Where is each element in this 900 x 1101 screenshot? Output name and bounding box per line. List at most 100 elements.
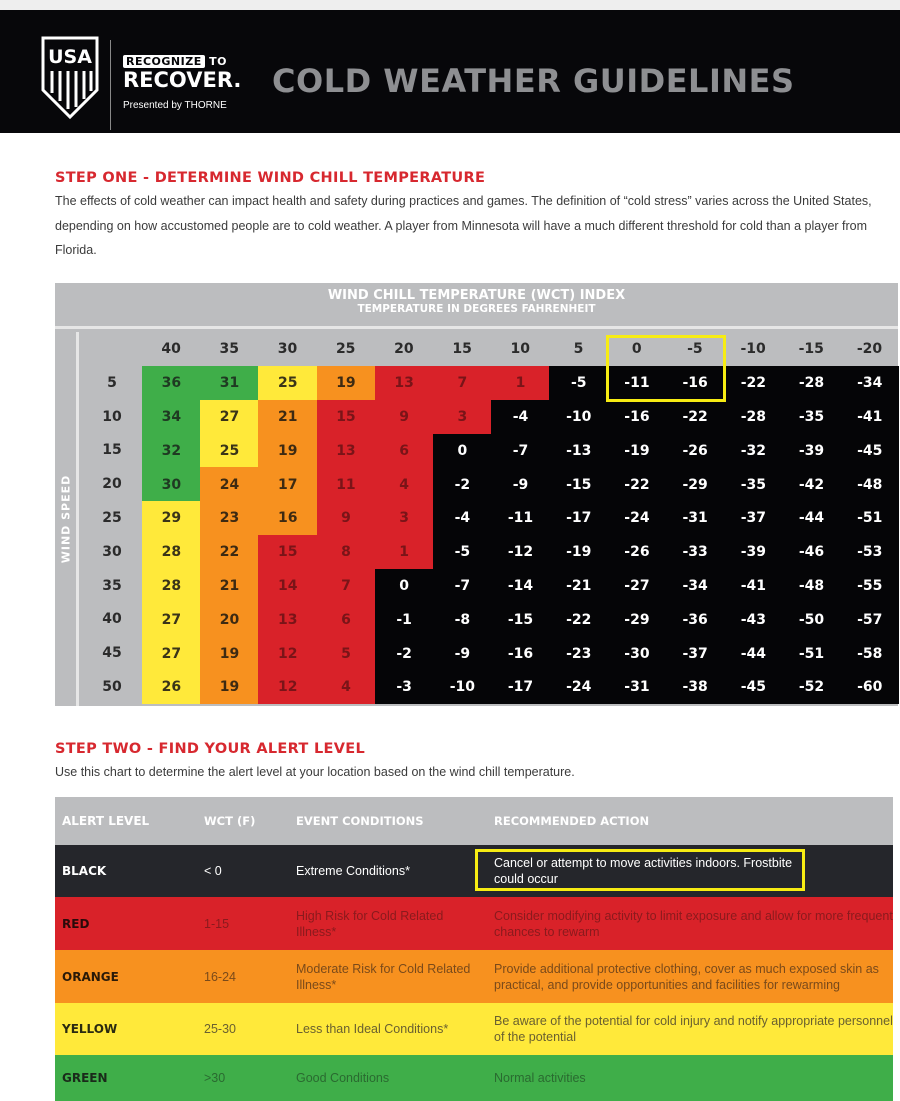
wind-chill-cell: -45 <box>840 433 900 468</box>
alert-wct: 1-15 <box>204 916 230 931</box>
wind-chill-cell: 15 <box>316 399 376 435</box>
wind-chill-cell: -33 <box>665 535 725 570</box>
wind-chill-cell: -4 <box>433 501 492 536</box>
alert-conditions: Extreme Conditions* <box>296 864 410 878</box>
step-one-heading: STEP ONE - DETERMINE WIND CHILL TEMPERAT… <box>55 170 486 186</box>
column-header: ALERT LEVEL <box>62 814 150 828</box>
alert-conditions: Good Conditions <box>296 1071 390 1085</box>
wind-chill-cell: -22 <box>607 467 667 502</box>
wind-chill-cell: 17 <box>258 467 318 502</box>
wind-chill-cell: 6 <box>316 602 376 637</box>
alert-conditions: Moderate Risk for Cold Related Illness* <box>296 961 471 992</box>
temperature-column-header: 40 <box>161 341 181 357</box>
alert-level: ORANGE <box>62 969 119 984</box>
wind-chill-cell: -21 <box>549 568 609 604</box>
wind-chill-cell: 27 <box>200 399 259 435</box>
temperature-column-header: 35 <box>219 341 240 357</box>
wind-speed-row-header: 40 <box>102 611 122 628</box>
wind-chill-cell: 5 <box>316 636 376 671</box>
temperature-column-header: -15 <box>798 341 824 357</box>
wind-chill-cell: -24 <box>607 501 667 536</box>
step-two-heading: STEP TWO - FIND YOUR ALERT LEVEL <box>55 741 365 757</box>
wind-chill-cell: -11 <box>491 501 550 536</box>
alert-conditions: Less than Ideal Conditions* <box>296 1022 449 1036</box>
wind-chill-cell: 7 <box>433 366 492 401</box>
wind-chill-cell: -43 <box>724 602 783 637</box>
wind-speed-row-header: 35 <box>102 577 122 594</box>
wind-chill-cell: -19 <box>549 535 609 570</box>
temperature-column-header: 10 <box>510 341 531 357</box>
recognize-to-recover-logo: RECOGNIZE TO RECOVER. Presented by THORN… <box>123 55 241 111</box>
wind-chill-cell: -11 <box>607 366 667 401</box>
brand-line1a: RECOGNIZE <box>123 55 205 68</box>
wind-chill-cell: -7 <box>491 433 550 468</box>
temperature-column-header: 20 <box>394 341 414 357</box>
wind-chill-cell: -58 <box>840 636 900 671</box>
wind-chill-cell: 30 <box>142 467 201 502</box>
alert-level-table: ALERT LEVEL WCT (F) EVENT CONDITIONS REC… <box>55 797 893 1101</box>
presented-by: Presented by THORNE <box>123 100 227 111</box>
wind-speed-row-header: 25 <box>102 510 122 527</box>
wind-chill-cell: -5 <box>549 366 609 401</box>
wind-chill-cell: 13 <box>316 433 376 468</box>
wind-chill-cell: 21 <box>258 399 318 435</box>
wind-chill-cell: 27 <box>142 636 201 671</box>
wind-chill-cell: -24 <box>549 670 609 705</box>
wind-chill-cell: 4 <box>316 670 376 705</box>
wind-chill-cell: -44 <box>724 636 783 671</box>
alert-action: Normal activities <box>494 1071 586 1085</box>
alert-row-orange: ORANGE 16-24 Moderate Risk for Cold Relate… <box>55 950 893 1003</box>
alert-row-yellow: YELLOW 25-30 Less than Ideal Conditions* Be… <box>55 1003 893 1055</box>
wind-chill-cell: 26 <box>142 670 201 705</box>
wind-chill-cell: -12 <box>491 535 550 570</box>
wind-chill-cell: 25 <box>258 366 318 401</box>
wind-chill-cell: -28 <box>724 399 783 435</box>
temperature-column-header: 25 <box>335 341 356 357</box>
temperature-column-header: -20 <box>856 341 883 357</box>
wind-chill-cell: -7 <box>433 568 492 604</box>
wind-chill-cell: -9 <box>491 467 550 502</box>
wind-chill-cell: -31 <box>665 501 725 536</box>
wind-speed-row-header: 30 <box>102 543 122 560</box>
wind-chill-cell: -51 <box>782 636 841 671</box>
wind-chill-cell: 21 <box>200 568 259 604</box>
wind-chill-cell: -35 <box>782 399 841 435</box>
wind-chill-cell: 12 <box>258 636 318 671</box>
wind-chill-cell: -22 <box>549 602 609 637</box>
wind-chill-cell: -60 <box>840 670 900 705</box>
column-header: EVENT CONDITIONS <box>296 814 424 828</box>
wind-chill-cell: 19 <box>258 433 318 468</box>
wind-chill-cell: 11 <box>316 467 376 502</box>
alert-table-header: ALERT LEVEL WCT (F) EVENT CONDITIONS REC… <box>55 797 893 845</box>
wind-chill-cell: 19 <box>200 636 259 671</box>
wind-chill-table-subtitle: TEMPERATURE IN DEGREES FAHRENHEIT <box>357 303 596 315</box>
brand-line1b: TO <box>209 55 227 68</box>
wind-chill-cell: 14 <box>258 568 318 604</box>
wind-chill-cell: -16 <box>607 399 667 435</box>
wind-chill-cell: -3 <box>374 670 434 705</box>
wind-chill-cell: -48 <box>840 467 900 502</box>
wind-chill-cell: -41 <box>724 568 783 604</box>
wind-chill-cell: -44 <box>782 501 841 536</box>
wind-chill-cell: 0 <box>374 568 434 604</box>
alert-level: BLACK <box>62 864 107 878</box>
wind-chill-cell: -26 <box>665 433 725 468</box>
wind-chill-cell: -5 <box>433 535 492 570</box>
logo-divider <box>110 40 111 130</box>
wind-chill-cell: -35 <box>724 467 783 502</box>
wind-speed-row-header: 15 <box>102 442 122 459</box>
wind-speed-row-header: 5 <box>107 374 117 391</box>
wind-chill-cell: -34 <box>840 366 900 401</box>
wind-chill-cell: -26 <box>607 535 667 570</box>
wind-chill-cell: -41 <box>840 399 900 435</box>
alert-level: YELLOW <box>62 1022 118 1036</box>
wind-chill-cell: -57 <box>840 602 900 637</box>
wind-chill-table-header: WIND CHILL TEMPERATURE (WCT) INDEX TEMPE… <box>55 283 898 329</box>
wind-chill-cell: -17 <box>549 501 609 536</box>
temperature-column-header: 5 <box>573 341 584 357</box>
wind-chill-cell: 31 <box>200 366 259 401</box>
wind-chill-cell: -30 <box>607 636 667 671</box>
wind-chill-cell: 0 <box>433 433 492 468</box>
wind-speed-row-header: 45 <box>102 645 122 662</box>
wind-chill-cell: -28 <box>782 366 841 401</box>
